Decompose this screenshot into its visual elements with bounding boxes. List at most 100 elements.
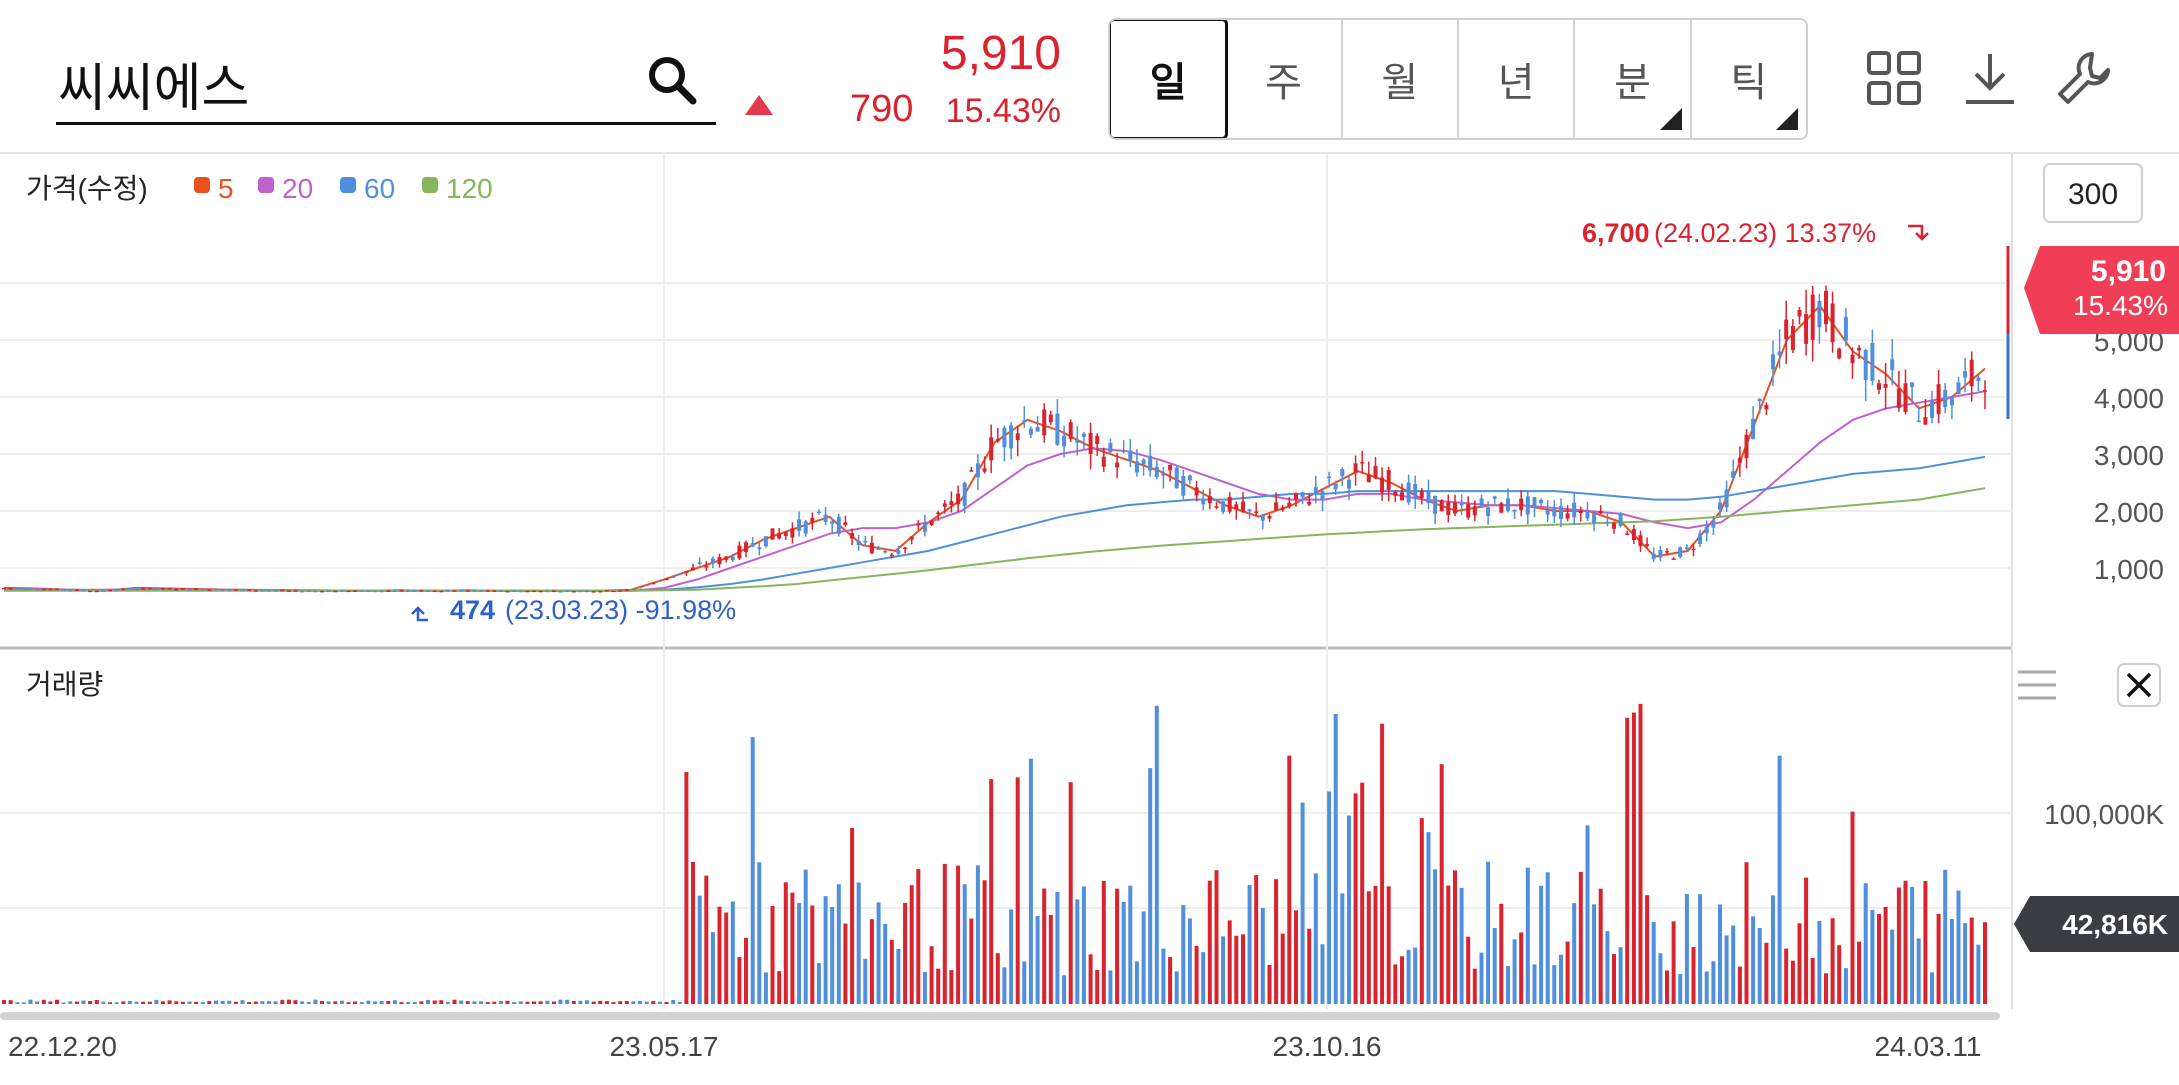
candle-body [1983,390,1987,392]
candle-body [850,533,855,539]
volume-bar [267,1001,271,1004]
volume-bar [1837,945,1842,1004]
candle-body [187,589,192,591]
search-input[interactable]: 씨씨에스 [56,40,716,125]
candle-body [147,587,152,590]
candle-body [233,589,238,591]
volume-bar [863,958,868,1004]
dropdown-corner-icon [1775,108,1798,130]
candle-body [1724,489,1729,508]
candle-body [55,588,59,591]
volume-bar [1400,956,1404,1004]
candle-body [94,590,99,593]
candle-body [1651,553,1656,559]
candle-body [975,463,980,478]
period-year-button[interactable]: 년 [1459,20,1576,138]
volume-bar [1737,966,1742,1004]
volume-close-button[interactable] [2117,663,2161,707]
candle-body [836,516,841,534]
candle-body [1930,400,1934,418]
candle-body [1042,409,1047,436]
high-annotation-value: 6,700 [1582,218,1650,248]
volume-bar [1148,768,1153,1004]
ma120-legend-label: 120 [446,173,493,204]
candle-body [949,501,954,505]
volume-bar [200,1002,205,1004]
volume-bar [684,772,689,1004]
ma120-line [4,487,1986,592]
wrench-icon[interactable] [2056,50,2112,106]
header-divider [0,152,2179,154]
search-icon[interactable] [646,54,698,106]
volume-bar [1115,888,1120,1004]
candle-body [909,536,914,540]
candle-body [1141,459,1146,465]
period-month-button[interactable]: 월 [1343,20,1459,138]
period-day-button[interactable]: 일 [1110,20,1229,138]
candle-count-button[interactable] [2043,163,2143,223]
volume-bar [611,1002,616,1004]
candle-body [591,591,596,593]
volume-bar [697,895,702,1004]
volume-bar [585,1000,589,1004]
period-tick-button[interactable]: 틱 [1692,20,1806,138]
volume-bar [366,1000,371,1004]
candle-body [227,589,232,592]
period-label: 월 [1381,61,1419,105]
candle-body [1625,533,1630,535]
candle-body [1506,498,1510,511]
ma-legend: 5 20 60 120 [194,173,493,204]
candle-body [816,511,821,513]
grid-icon[interactable] [1866,50,1922,106]
volume-bar [1751,916,1756,1004]
current-price: 5,910 [940,27,1061,80]
price-up-arrow-icon [745,95,773,115]
candle-body [1148,455,1153,471]
volume-bar [790,892,795,1004]
volume-bar [48,1001,53,1004]
download-icon[interactable] [1962,50,2018,106]
chart-scrollbar[interactable] [0,1012,2000,1020]
period-label: 년 [1497,61,1535,105]
volume-bar [1711,961,1716,1004]
candle-body [1525,496,1530,515]
volume-bar [1294,910,1298,1004]
volume-bar [1923,881,1928,1004]
ma5-legend-label: 5 [218,173,234,204]
volume-menu-icon[interactable] [2018,670,2056,700]
candle-body [532,590,536,593]
stock-chart[interactable]: 가격(수정) 5 20 60 120 300 5,000 4,000 3,000… [0,154,2179,1080]
volume-bar [2,1000,6,1004]
candle-body [472,590,477,592]
candle-body [1241,501,1245,512]
high-annotation: 6,700 (24.02.23) 13.37% [1582,218,1929,248]
volume-bar [850,828,855,1004]
candle-body [1943,390,1948,408]
candle-body [664,578,669,581]
candle-body [618,590,623,592]
candle-body [1307,501,1312,505]
chart-area[interactable]: 가격(수정) 5 20 60 120 300 5,000 4,000 3,000… [0,154,2179,1080]
volume-bar [465,1001,470,1004]
period-label: 일 [1149,61,1187,105]
candle-body [512,590,517,592]
volume-bar [1366,891,1371,1004]
volume-bar [969,918,974,1004]
volume-bar [432,1000,437,1004]
candle-body [101,590,106,592]
candle-body [1247,509,1252,511]
candle-body [1499,503,1504,513]
candle-body [982,468,987,472]
candle-body [1963,371,1968,378]
volume-bar [717,906,722,1004]
candle-body [783,532,788,536]
candle-body [286,590,291,592]
volume-bar [187,1001,192,1004]
period-week-button[interactable]: 주 [1226,20,1343,138]
candle-body [1512,509,1517,512]
volume-bar [412,1002,417,1004]
volume-bar [339,1000,344,1004]
candle-body [863,540,868,543]
candle-body [545,590,550,593]
period-minute-button[interactable]: 분 [1575,20,1692,138]
